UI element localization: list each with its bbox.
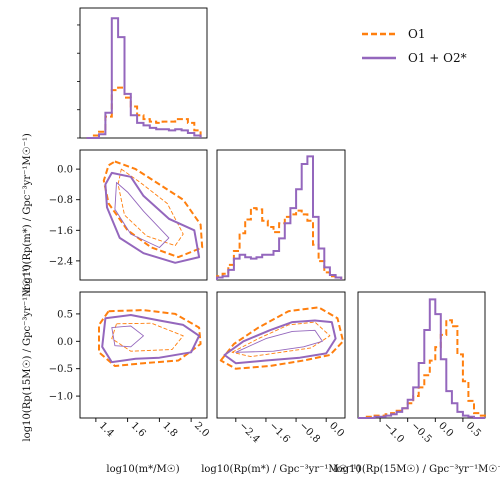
ytick-label-rp_15-2: 0.0 <box>57 337 73 348</box>
xtick-label-rp_15-2: 0.0 <box>436 420 455 439</box>
xtick-label-mstar-1: 1.6 <box>129 420 148 439</box>
xtick-label-rp_mstar-1: −1.6 <box>267 420 292 445</box>
contour-mstar_vs_rp_15-o1o2-1 <box>111 325 144 348</box>
legend-o1o2-label: O1 + O2* <box>408 51 467 65</box>
contour-rp_mstar_vs_rp_15-o1-0 <box>219 306 345 370</box>
ytick-label-rp_mstar-2: −0.8 <box>49 195 73 206</box>
xlabel-mstar: log10(m*/M☉) <box>106 464 179 475</box>
hist-rp_15-o1 <box>358 319 486 419</box>
xtick-label-mstar-3: 2.0 <box>192 420 211 439</box>
xtick-label-rp_15-1: −0.5 <box>409 420 434 445</box>
contour-mstar_vs_rp_15-o1-1 <box>111 322 184 352</box>
xtick-label-mstar-2: 1.8 <box>160 420 179 439</box>
panel-frame-1-1 <box>216 149 346 281</box>
y-axis-labels: log10(Rp(m*) / Gpc⁻³yr⁻¹M☉⁻¹) log10(Rp(1… <box>22 133 33 441</box>
contour-mstar_vs_rp_15-o1o2-0 <box>101 314 201 364</box>
hist-mstar-o1o2 <box>86 17 202 139</box>
ytick-label-rp_15-1: −0.5 <box>49 364 73 375</box>
contour-mstar_vs_rp_mstar-o1-0 <box>102 160 204 259</box>
contour-rp_mstar_vs_rp_15-o1o2-1 <box>235 329 323 353</box>
ytick-label-rp_mstar-1: −1.6 <box>49 226 73 237</box>
contour-mstar_vs_rp_mstar-o1o2-0 <box>104 171 201 264</box>
panel-frame-2-1 <box>216 291 346 419</box>
legend-o1-label: O1 <box>408 27 425 41</box>
xlabel-rp-mstar: log10(Rp(m*) / Gpc⁻³yr⁻¹M☉⁻¹) <box>201 464 361 475</box>
panel-frame-2-2 <box>357 291 486 419</box>
xtick-label-rp_mstar-2: −0.8 <box>297 420 322 445</box>
hist-rp_mstar-o1 <box>216 207 343 280</box>
hist-rp_15-o1o2 <box>358 298 485 419</box>
contour-mstar_vs_rp_15-o1-0 <box>98 309 202 367</box>
xtick-label-mstar-0: 1.4 <box>97 420 116 439</box>
ytick-label-rp_15-0: −1.0 <box>49 392 73 403</box>
xtick-label-rp_15-0: −1.0 <box>381 420 406 445</box>
ylabel-rp-15: log10(Rp(15M☉) / Gpc⁻³yr⁻¹M☉⁻¹) <box>22 264 33 441</box>
x-axis-labels: log10(m*/M☉) log10(Rp(m*) / Gpc⁻³yr⁻¹M☉⁻… <box>106 464 500 475</box>
panel-frame-1-0 <box>79 149 208 281</box>
xlabel-rp-15: log10(Rp(15M☉) / Gpc⁻³yr⁻¹M☉⁻¹) <box>333 464 500 475</box>
contour-rp_mstar_vs_rp_15-o1o2-0 <box>223 319 337 365</box>
hist-rp_mstar-o1o2 <box>216 155 343 280</box>
panel-frame-0-0 <box>79 7 208 139</box>
xtick-label-rp_mstar-0: −2.4 <box>237 420 262 445</box>
contour-mstar_vs_rp_mstar-o1o2-1 <box>114 182 170 248</box>
contour-mstar_vs_rp_mstar-o1-1 <box>117 168 184 247</box>
panel-frame-2-0 <box>79 291 208 419</box>
contour-rp_mstar_vs_rp_15-o1-1 <box>231 321 331 358</box>
hist-mstar-o1 <box>86 86 202 139</box>
ylabel-rp-mstar: log10(Rp(m*) / Gpc⁻³yr⁻¹M☉⁻¹) <box>22 133 33 293</box>
ytick-label-rp_mstar-0: −2.4 <box>49 256 73 267</box>
ytick-label-rp_mstar-3: 0.0 <box>57 165 73 176</box>
ytick-label-rp_15-3: 0.5 <box>57 309 73 320</box>
xtick-label-rp_15-3: 0.5 <box>464 420 483 439</box>
xtick-label-rp_mstar-3: 0.0 <box>327 420 346 439</box>
legend: O1 O1 + O2* <box>362 27 467 65</box>
